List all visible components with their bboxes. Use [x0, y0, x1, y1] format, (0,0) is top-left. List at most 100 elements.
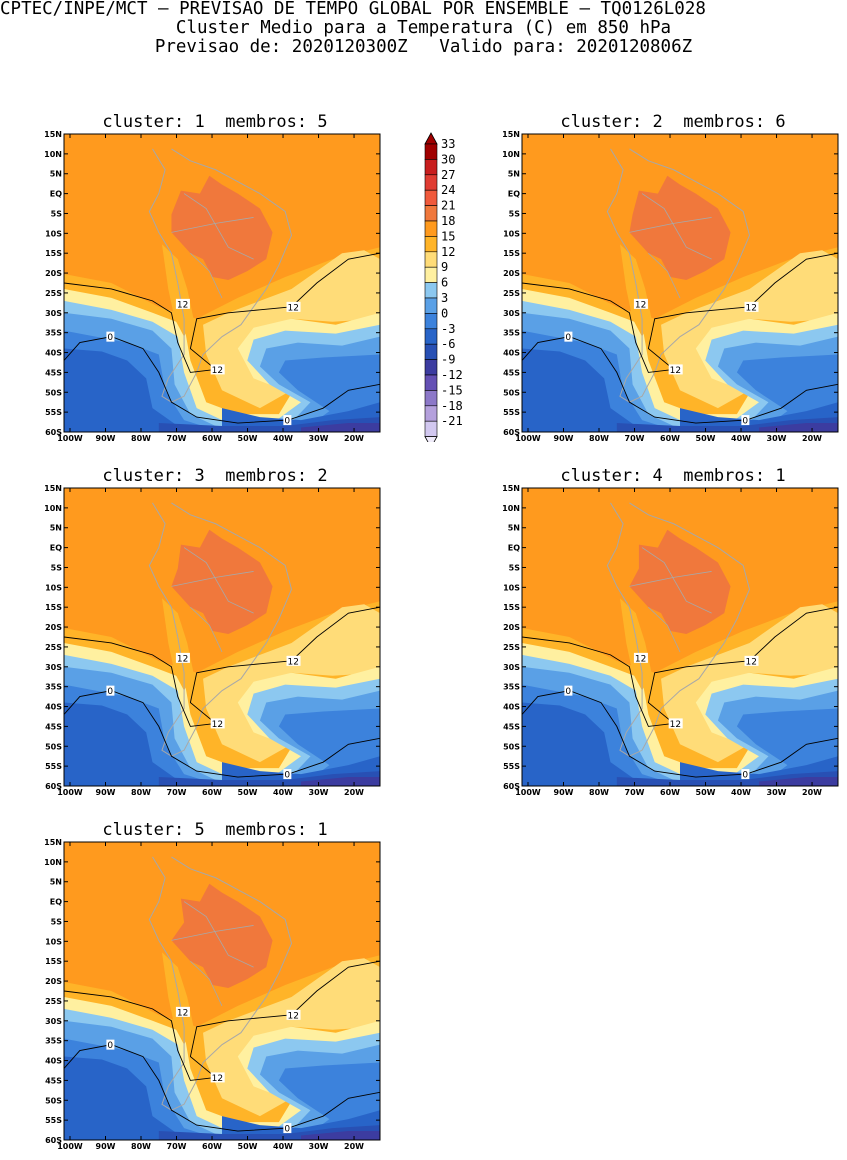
latitude-label: 60S [503, 782, 520, 791]
latitude-label: 15S [503, 249, 520, 258]
longitude-label: 60W [202, 434, 222, 443]
latitude-label: 50S [503, 388, 520, 397]
contour-label-box [106, 1039, 115, 1050]
temperature-field [522, 488, 838, 786]
colorbar-tick-label: 27 [441, 168, 455, 182]
contour-label: 12 [177, 300, 188, 310]
colorbar-tick-label: 21 [441, 199, 455, 213]
country-borders [629, 547, 712, 653]
latitude-label: 50S [45, 742, 62, 751]
contour-0 [64, 336, 380, 424]
contour-label-box [744, 655, 759, 666]
latitude-label: EQ [50, 898, 62, 907]
colorbar-tick-label: -12 [441, 368, 463, 382]
field-minus3-band [522, 702, 680, 786]
contour-label: 12 [212, 1074, 223, 1084]
longitude-label: 60W [202, 788, 222, 797]
panel-title: cluster: 1 membros: 5 [102, 112, 328, 132]
cluster-1-map: 12 12 12 0 0 15N 10N 5N EQ 5S 10S 15S 20S 25S 30S 35S 40… [44, 130, 381, 443]
longitude-label: 50W [696, 434, 716, 443]
latitude-label: 5N [50, 170, 62, 179]
latitude-label: 25S [503, 643, 520, 652]
latitude-label: 10S [45, 583, 62, 592]
longitude-label: 20W [344, 1142, 364, 1151]
contour-label: 0 [742, 417, 748, 427]
longitude-label: 60W [660, 788, 680, 797]
latitude-label: 10N [502, 504, 520, 513]
colorbar-swatch [424, 405, 438, 422]
contour-label: 0 [107, 333, 113, 343]
contour-label-box [210, 1072, 225, 1083]
temperature-field [522, 134, 838, 432]
coastline [606, 148, 751, 403]
latitude-label: 60S [503, 428, 520, 437]
contour-label: 12 [212, 366, 223, 376]
longitude-label: 80W [131, 1142, 151, 1151]
latitude-label: 45S [503, 368, 520, 377]
latitude-label: 60S [45, 1136, 62, 1145]
longitude-label: 90W [554, 434, 574, 443]
colorbar-swatch [424, 220, 438, 237]
contour-12 [522, 606, 838, 727]
panel-title: cluster: 5 membros: 1 [102, 820, 328, 840]
field-12-band [203, 958, 380, 1117]
latitude-label: 5N [508, 170, 520, 179]
latitude-label: 5N [50, 524, 62, 533]
contour-label-box [741, 769, 750, 780]
latitude-label: 45S [45, 368, 62, 377]
longitude-label: 80W [589, 788, 609, 797]
contour-12 [64, 960, 380, 1081]
latitude-label: 40S [503, 703, 520, 712]
cluster-4-map-panel: cluster: 4 membros: 1 12 12 12 0 0 15N 10N 5N EQ… [502, 466, 839, 806]
contour-label-box [210, 364, 225, 375]
longitude-label: 50W [238, 434, 258, 443]
cluster-4-map: 12 12 12 0 0 15N 10N 5N EQ 5S 10S 15S 20S 25S 30S 35S 40… [502, 484, 839, 797]
latitude-label: 45S [503, 722, 520, 731]
map-frame [521, 133, 839, 433]
longitude-label: 30W [309, 434, 329, 443]
contour-label-box [633, 652, 648, 663]
latitude-label: EQ [50, 544, 62, 553]
latitude-label: 40S [45, 1057, 62, 1066]
contour-label: 12 [746, 303, 757, 313]
colorbar-swatch [424, 159, 438, 176]
cluster-3-map: 12 12 12 0 0 15N 10N 5N EQ 5S 10S 15S 20S 25S 30S 35S 40… [44, 484, 381, 797]
field-minus3-band [64, 348, 222, 432]
latitude-label: 5N [50, 878, 62, 887]
longitude-label: 30W [767, 434, 787, 443]
longitude-label: 90W [96, 788, 116, 797]
longitude-label: 20W [802, 434, 822, 443]
contour-label: 12 [288, 303, 299, 313]
contour-label-box [106, 331, 115, 342]
latitude-label: 55S [45, 1116, 62, 1125]
colorbar-swatch [424, 297, 438, 314]
latitude-label: 50S [45, 388, 62, 397]
latitude-label: 45S [45, 722, 62, 731]
longitude-label: 40W [731, 788, 751, 797]
andes-cool-tongue [619, 244, 652, 337]
contour-label: 12 [670, 366, 681, 376]
latitude-label: 40S [45, 349, 62, 358]
contour-label: 0 [107, 1041, 113, 1051]
colorbar-swatch [424, 174, 438, 191]
field-12-band [661, 250, 838, 409]
longitude-label: 30W [767, 788, 787, 797]
latitude-label: 30S [45, 663, 62, 672]
header-subtitle: Cluster Medio para a Temperatura (C) em … [175, 18, 672, 38]
contour-label: 12 [177, 1008, 188, 1018]
latitude-label: 5S [51, 563, 63, 572]
field-minus9-band [759, 423, 838, 432]
colorbar-tick-label: -9 [441, 353, 455, 367]
contour-label-box [175, 298, 190, 309]
latitude-label: 5S [509, 563, 521, 572]
longitude-label: 80W [131, 788, 151, 797]
map-frame [63, 133, 381, 433]
longitude-label: 90W [554, 788, 574, 797]
longitude-label: 70W [167, 434, 187, 443]
colorbar-swatch [424, 266, 438, 283]
contour-0 [64, 690, 380, 778]
latitude-label: 30S [45, 1017, 62, 1026]
latitude-label: 15N [44, 130, 62, 139]
contour-label: 0 [565, 333, 571, 343]
